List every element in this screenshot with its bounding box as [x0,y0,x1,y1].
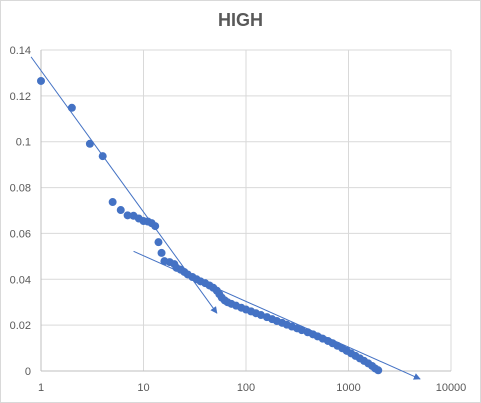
data-point [108,198,117,207]
data-point [151,222,160,231]
axis-lines [40,50,451,372]
y-tick-label: 0.06 [10,228,31,240]
x-tick-label: 1 [38,382,44,394]
data-points [37,76,383,375]
data-point [116,206,125,215]
data-point [85,139,94,148]
data-point [67,103,76,112]
trendlines [30,56,421,380]
x-tick-label: 10 [137,382,149,394]
chart-title: HIGH [218,10,263,30]
data-point [154,238,163,247]
data-point [374,366,383,375]
gridlines [41,49,452,371]
y-tick-label: 0.14 [10,45,31,57]
data-point [157,248,166,257]
data-point [98,152,107,161]
y-tick-label: 0.02 [10,320,31,332]
y-tick-label: 0.04 [10,274,31,286]
x-tick-label: 10000 [436,382,467,394]
tick-labels: 0 0.02 0.04 0.06 0.08 0.1 0.12 0.14 1 10 100 1000 10… [10,45,467,394]
y-tick-label: 0.08 [10,183,31,195]
y-tick-label: 0.1 [16,137,31,149]
y-tick-label: 0.12 [10,91,31,103]
data-point [123,211,132,220]
x-tick-label: 100 [237,382,255,394]
x-tick-label: 1000 [336,382,360,394]
data-point [37,76,45,85]
y-tick-label: 0 [25,366,31,378]
